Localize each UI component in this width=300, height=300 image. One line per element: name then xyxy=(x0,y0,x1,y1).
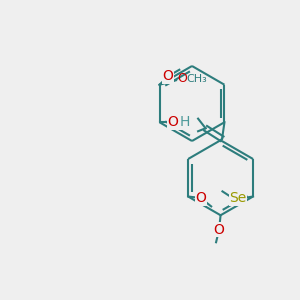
Text: O: O xyxy=(195,191,206,205)
Text: CH₃: CH₃ xyxy=(187,74,207,84)
Text: O: O xyxy=(163,69,173,83)
Text: H: H xyxy=(180,115,190,129)
Text: O: O xyxy=(214,223,224,237)
Text: O: O xyxy=(178,72,188,85)
Text: O: O xyxy=(168,115,178,129)
Text: Se: Se xyxy=(230,191,247,205)
